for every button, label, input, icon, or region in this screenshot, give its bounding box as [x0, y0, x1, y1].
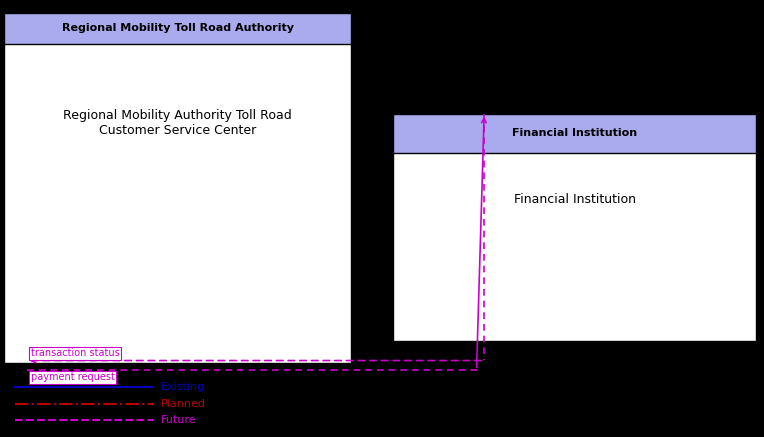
- Text: Existing: Existing: [160, 382, 205, 392]
- Text: Financial Institution: Financial Institution: [514, 194, 636, 206]
- Text: Regional Mobility Authority Toll Road
Customer Service Center: Regional Mobility Authority Toll Road Cu…: [63, 109, 292, 138]
- Bar: [393, 114, 756, 341]
- Bar: [4, 13, 351, 44]
- Text: Planned: Planned: [160, 399, 206, 409]
- Bar: [393, 114, 756, 153]
- Text: Regional Mobility Toll Road Authority: Regional Mobility Toll Road Authority: [62, 24, 293, 33]
- Text: Financial Institution: Financial Institution: [513, 128, 637, 138]
- Text: transaction status: transaction status: [31, 348, 119, 358]
- Bar: [4, 13, 351, 363]
- Text: payment request: payment request: [31, 372, 115, 382]
- Text: Future: Future: [160, 416, 196, 425]
